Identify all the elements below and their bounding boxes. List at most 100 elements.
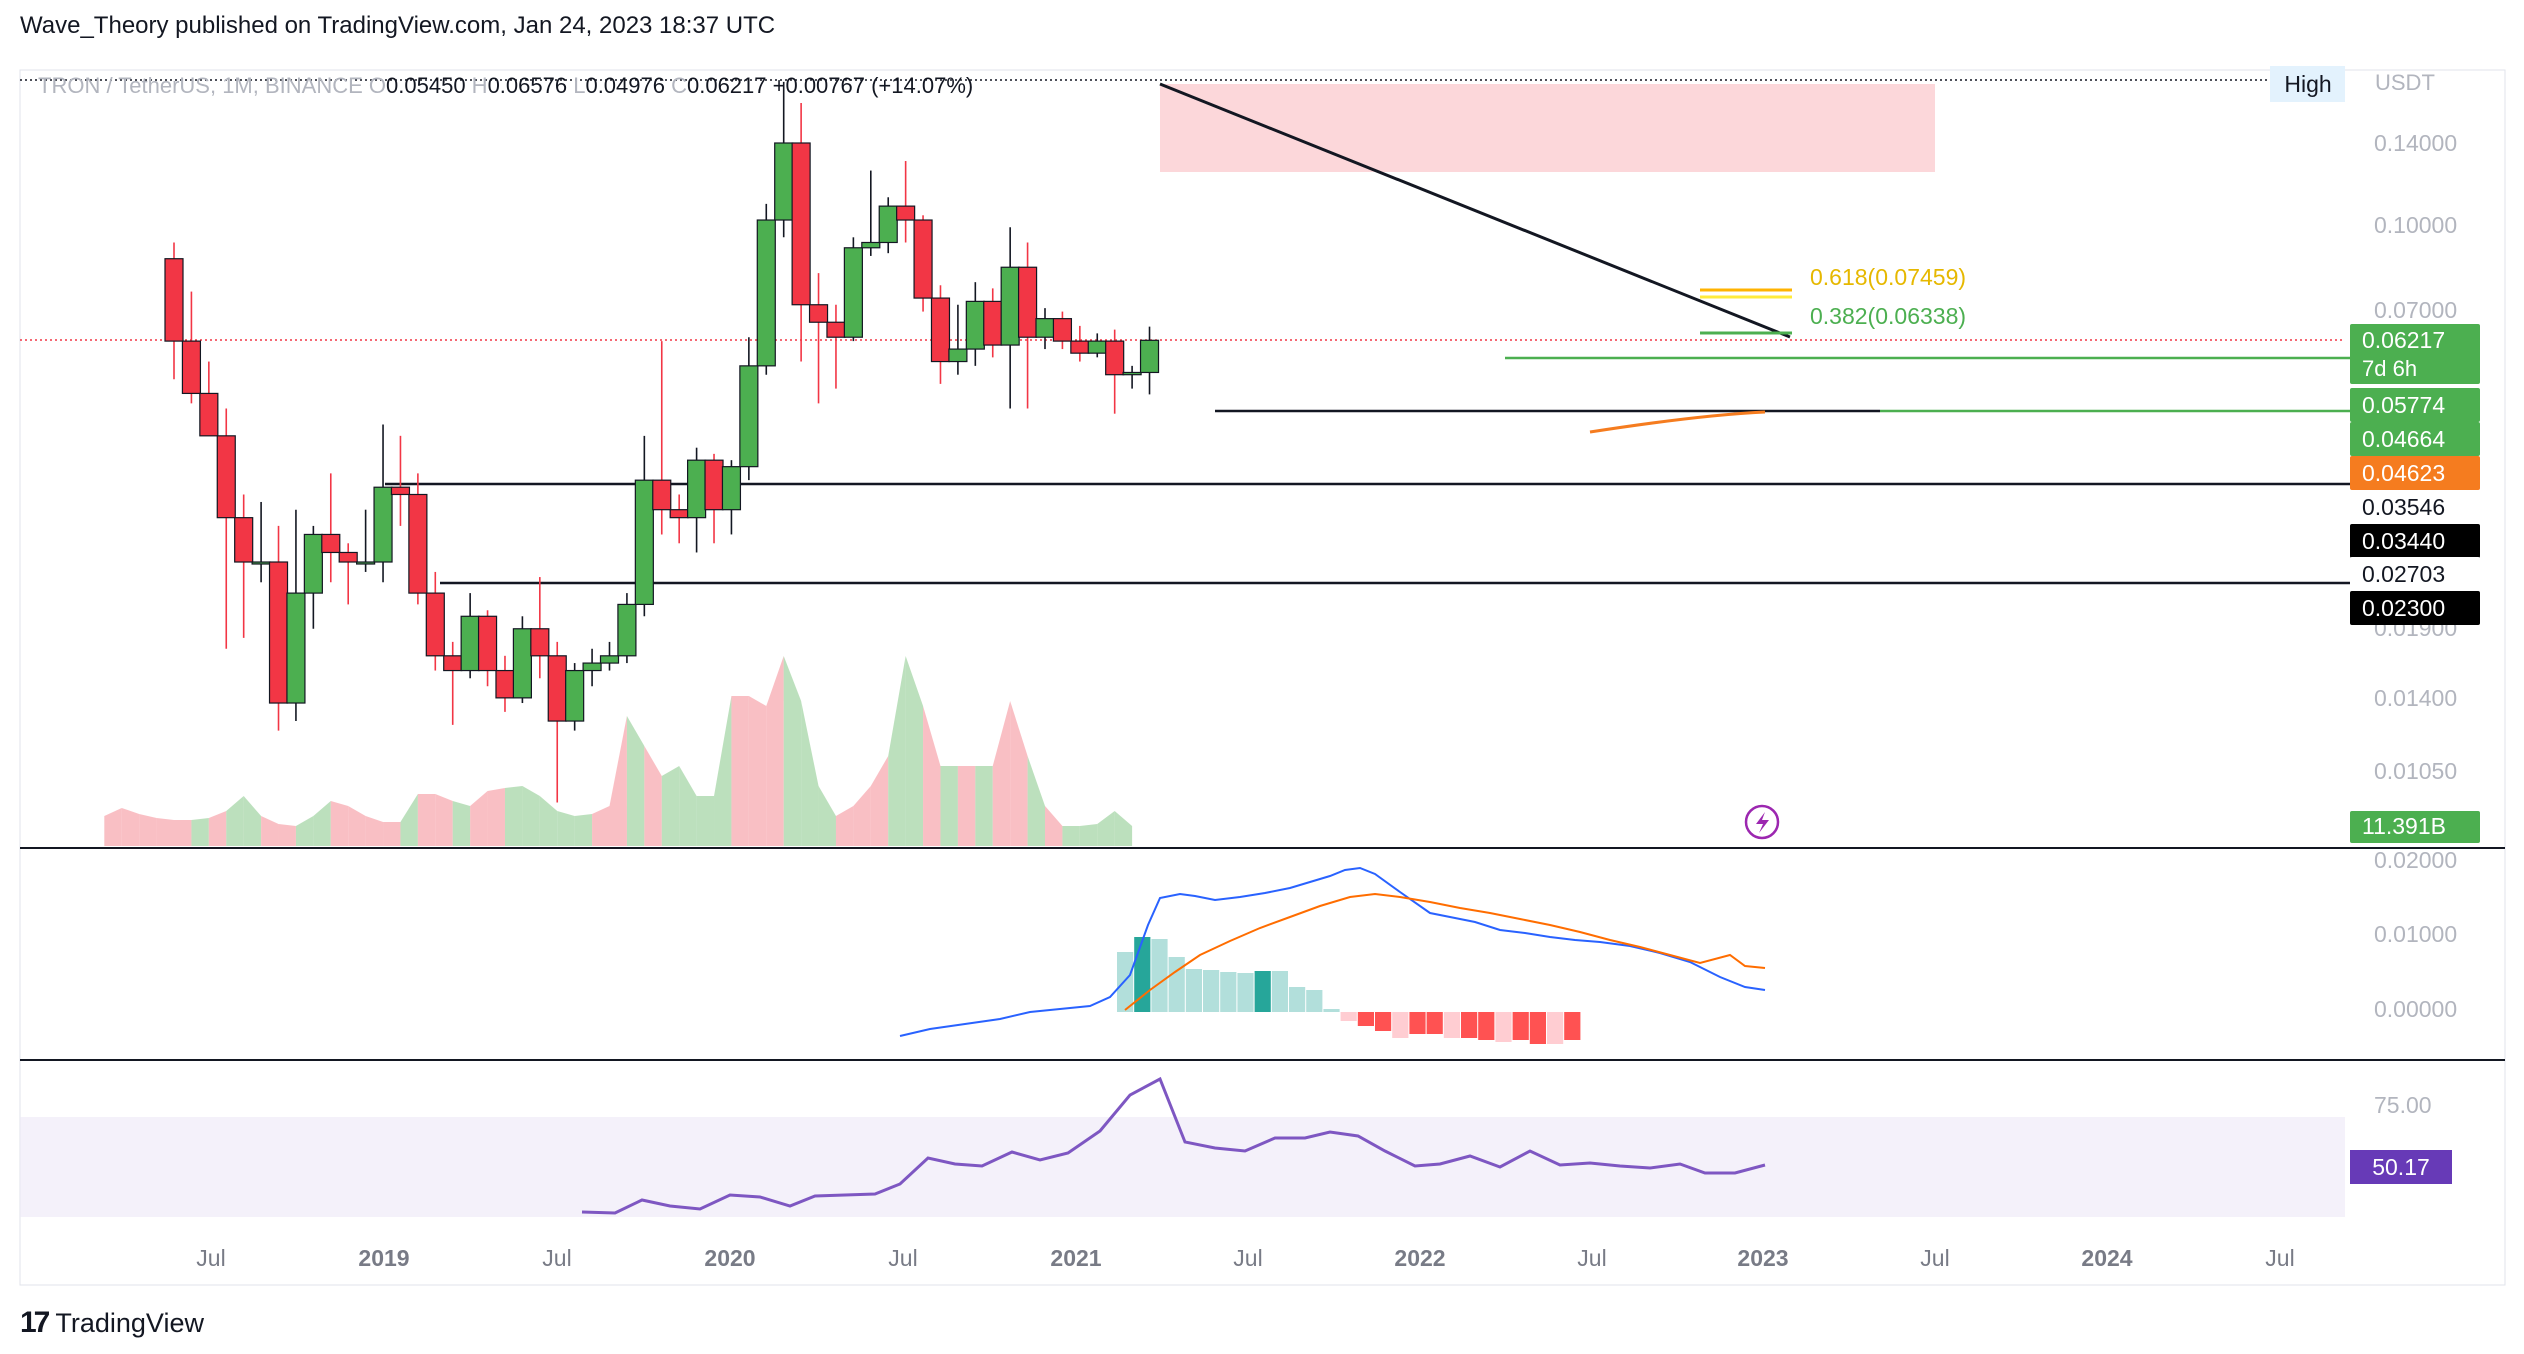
- volume-segment: [174, 820, 192, 846]
- price-label-bg: [2350, 324, 2480, 384]
- volume-segment: [383, 822, 401, 846]
- candle-body: [826, 321, 846, 338]
- candle-body: [181, 340, 202, 395]
- candle-body: [913, 219, 933, 299]
- volume-segment: [452, 801, 471, 846]
- currency-label: USDT: [2375, 70, 2435, 95]
- candle-2021-06: [808, 273, 829, 404]
- candle-2022-02: [948, 304, 968, 375]
- candle-2021-10: [878, 197, 898, 254]
- volume-segment: [243, 796, 262, 846]
- price-label-bg: [2350, 557, 2480, 591]
- candle-2019-02: [321, 473, 341, 583]
- volume-segment: [1010, 701, 1028, 846]
- candle-2022-01: [930, 285, 951, 384]
- volume-segment: [1097, 811, 1115, 846]
- candle-body: [704, 459, 724, 511]
- tradingview-mark-icon: 17: [20, 1306, 50, 1339]
- candle-body: [547, 655, 567, 722]
- orange-curve: [1589, 410, 1766, 434]
- volume-segment: [121, 808, 140, 846]
- candle-2018-05: [164, 242, 184, 380]
- candle-2019-06: [390, 435, 411, 526]
- candle-2020-02: [530, 577, 550, 679]
- price-label-bg: [2350, 388, 2480, 422]
- time-label-2022: 2022: [1394, 1245, 1445, 1271]
- candle-2018-12: [286, 509, 306, 722]
- candle-2020-06: [599, 641, 620, 671]
- candle-body: [303, 533, 323, 594]
- candle-body: [1105, 340, 1125, 376]
- macd-histogram-bar: [1340, 1012, 1357, 1021]
- volume-segment: [1027, 756, 1045, 846]
- price-label-0.04623: 0.04623: [2350, 456, 2480, 490]
- price-label-value: 0.04623: [2362, 460, 2445, 486]
- volume-segment: [1114, 811, 1133, 846]
- candle-2021-07: [826, 304, 846, 389]
- candle-body: [617, 603, 637, 657]
- legend-part: H: [472, 73, 488, 98]
- macd-histogram-bar: [1392, 1012, 1409, 1038]
- legend-part: TRON / TetherUS, 1M, BINANCE: [38, 73, 369, 98]
- candle-body: [408, 493, 428, 594]
- volume-segment: [696, 796, 715, 846]
- time-label-Jul: Jul: [2265, 1245, 2294, 1271]
- macd-histogram-bar: [1203, 970, 1220, 1012]
- candle-2018-07: [199, 361, 219, 437]
- legend: TRON / TetherUS, 1M, BINANCE O0.05450 H0…: [38, 73, 973, 98]
- candle-body: [652, 479, 672, 511]
- tradingview-logo[interactable]: 17 TradingView: [20, 1306, 204, 1340]
- publication-header: Wave_Theory published on TradingView.com…: [20, 12, 776, 39]
- price-label-0.03546: 0.03546: [2350, 490, 2480, 524]
- candle-body: [896, 205, 916, 221]
- volume-segment: [208, 811, 227, 846]
- candle-body: [1052, 318, 1073, 342]
- candle-body: [686, 459, 707, 519]
- volume-segment: [661, 766, 680, 846]
- candle-2021-11: [896, 161, 916, 243]
- volume-segment: [295, 816, 314, 846]
- macd-histogram-bar: [1323, 1009, 1340, 1012]
- macd-tick: 0.00000: [2374, 996, 2457, 1022]
- candle-2018-06: [181, 291, 202, 404]
- candle-2018-08: [216, 408, 236, 649]
- macd-histogram-bar: [1185, 969, 1202, 1012]
- price-label-0.02703: 0.02703: [2350, 557, 2480, 591]
- legend-part: 0.05450: [386, 73, 472, 98]
- macd-tick: 0.01000: [2374, 921, 2457, 947]
- candle-body: [460, 615, 480, 672]
- volume-segment: [261, 816, 279, 846]
- candle-body: [721, 466, 742, 511]
- macd-histogram-bar: [1529, 1012, 1546, 1044]
- candle-2020-01: [512, 616, 533, 704]
- high-badge-bg: [2270, 66, 2345, 102]
- price-label-value: 0.03440: [2362, 528, 2445, 554]
- candle-2023-01: [1139, 326, 1160, 395]
- price-label-0.03440: 0.03440: [2350, 524, 2480, 558]
- candle-2021-08: [843, 237, 863, 342]
- candlesticks: [164, 81, 1780, 840]
- volume-segment: [766, 656, 784, 846]
- price-tick: 0.07000: [2374, 297, 2457, 323]
- candle-2021-02: [739, 337, 759, 481]
- price-label-value: 0.04664: [2362, 426, 2445, 452]
- rsi-pane: [20, 1076, 2345, 1217]
- candle-2022-07: [1035, 308, 1055, 350]
- macd-histogram-bar: [1478, 1012, 1495, 1040]
- volume-segment: [191, 818, 209, 846]
- fib-0.382-label: 0.382(0.06338): [1810, 303, 1966, 329]
- macd-histogram-bar: [1254, 971, 1271, 1012]
- macd-line: [899, 866, 1766, 1037]
- price-label-bg: [2350, 490, 2480, 524]
- price-label-0.06217: 0.06217 7d 6h: [2350, 324, 2480, 384]
- volume-segment: [156, 818, 174, 846]
- lightning-icon: [1744, 804, 1780, 840]
- volume-segment: [679, 766, 697, 846]
- volume-segment: [557, 811, 575, 846]
- candle-body: [425, 592, 445, 657]
- candle-body: [495, 669, 515, 699]
- candle-2019-05: [373, 424, 393, 583]
- price-label-11.391B: 11.391B: [2350, 811, 2480, 843]
- volume-segment: [539, 796, 558, 846]
